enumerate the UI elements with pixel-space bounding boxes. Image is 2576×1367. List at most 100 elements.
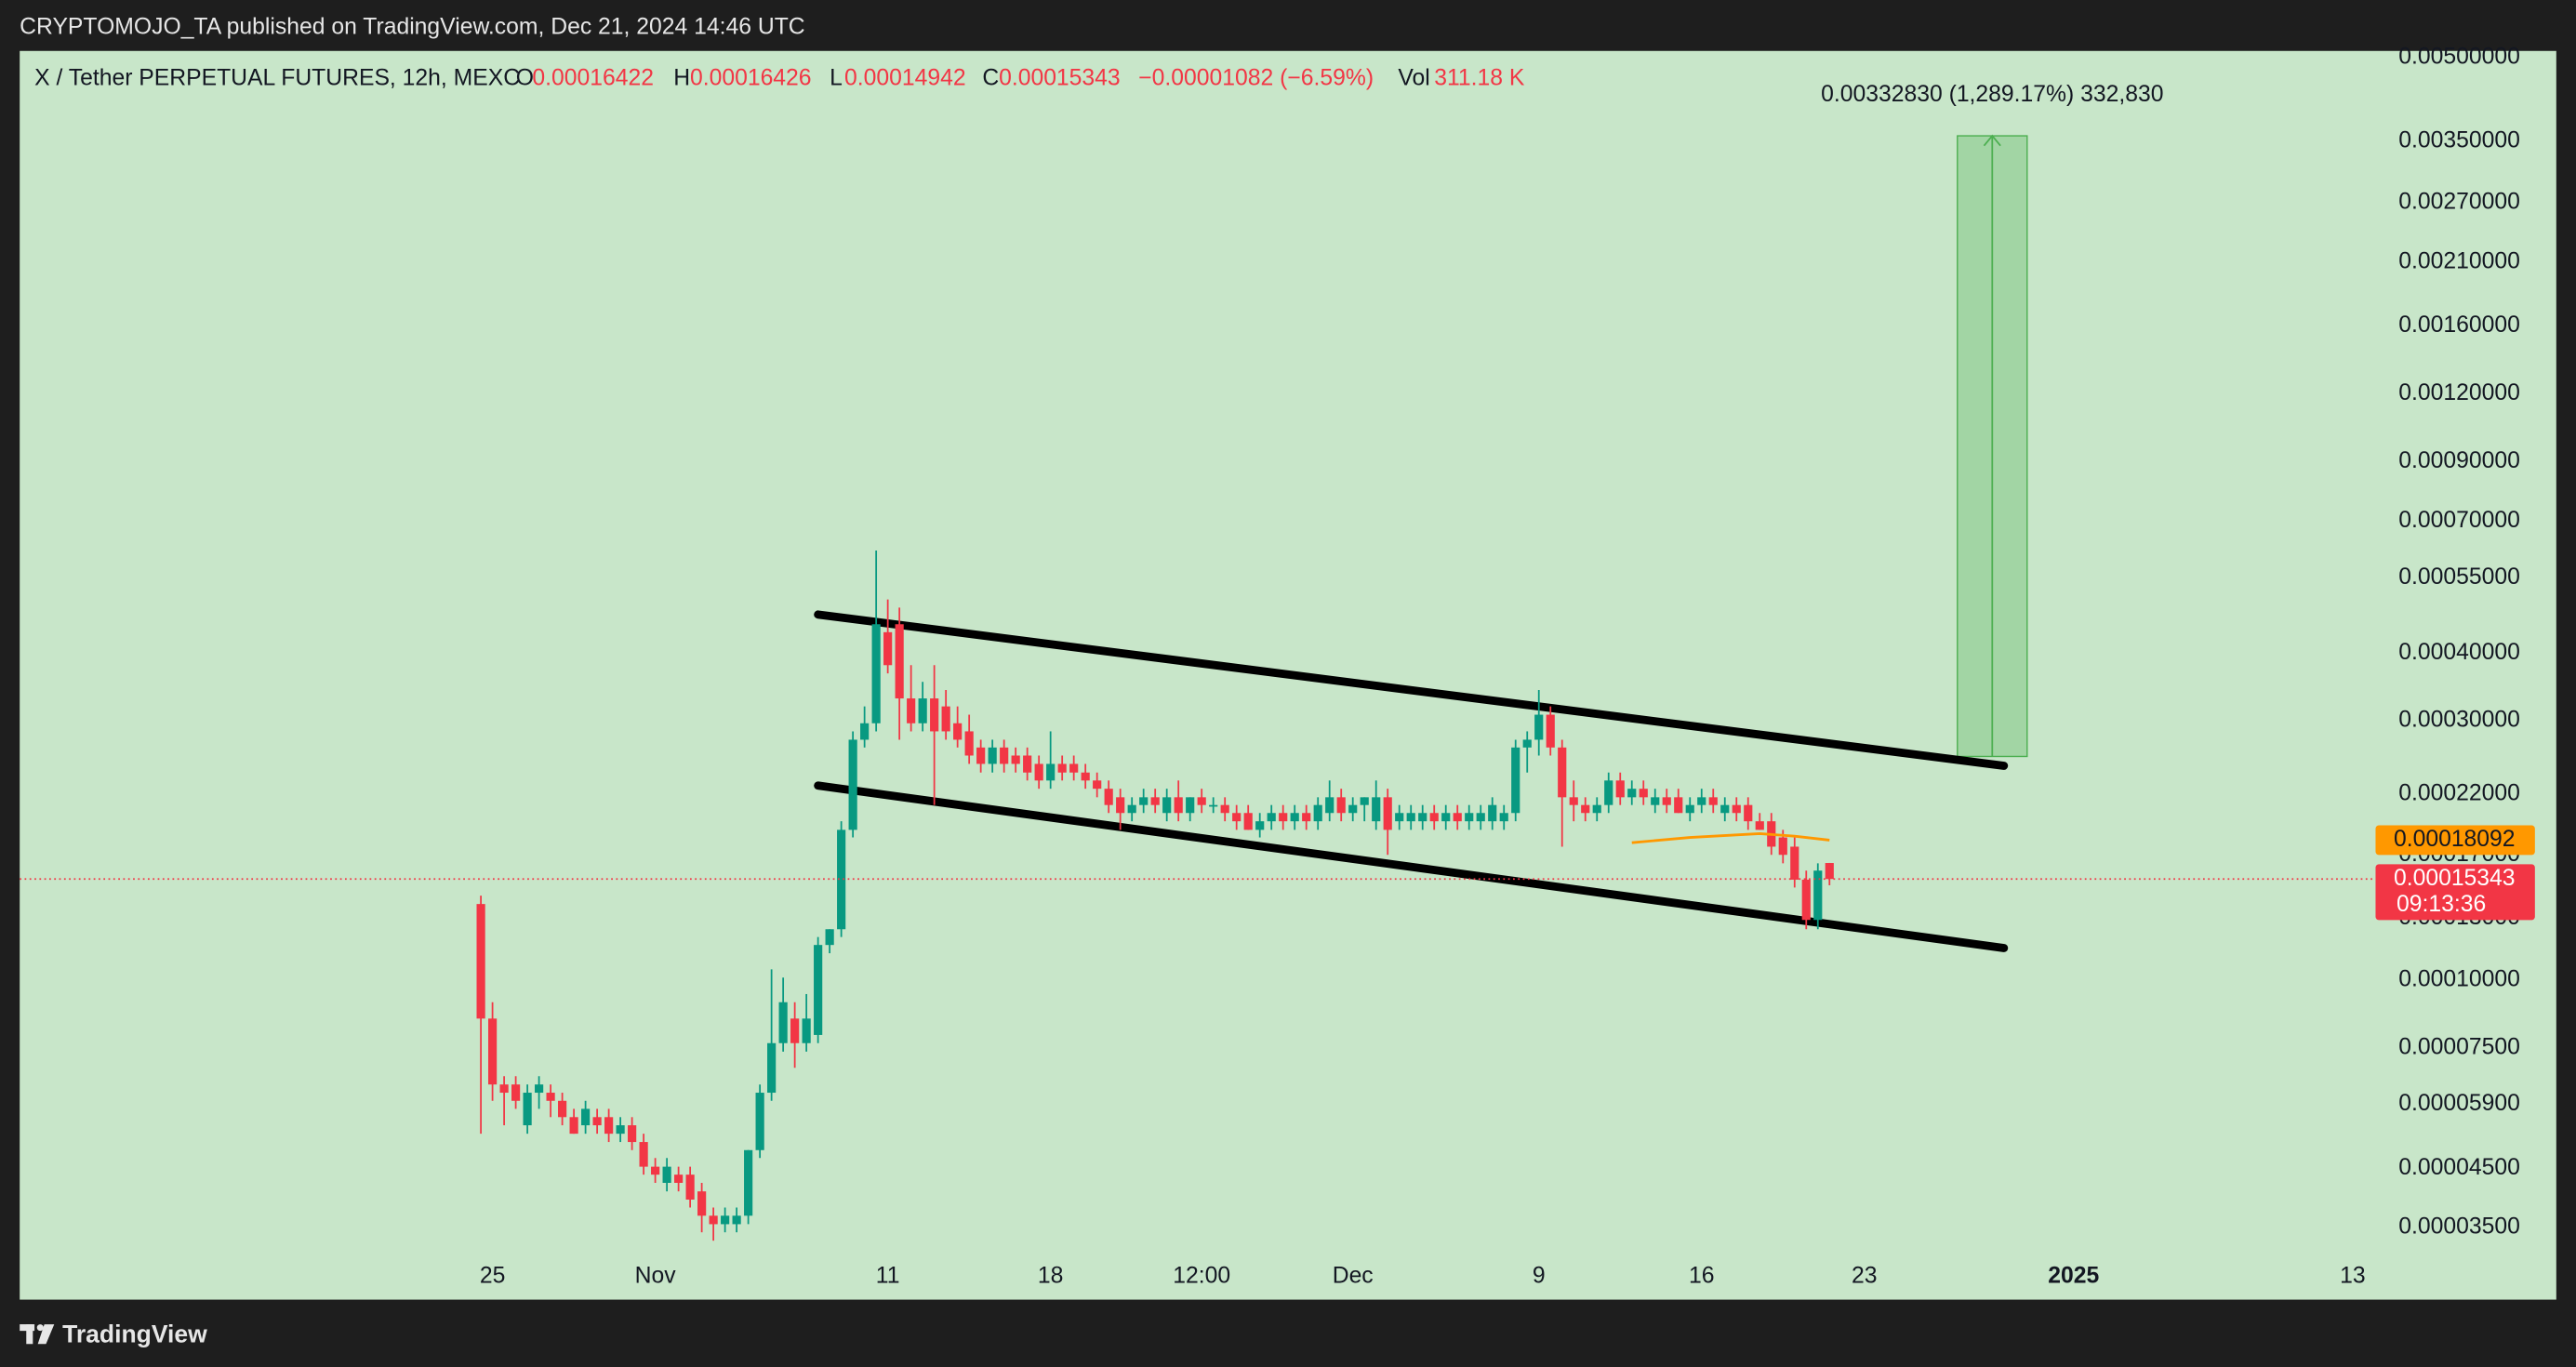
volume-label: Vol — [1398, 65, 1429, 90]
candle-body — [488, 1018, 498, 1085]
candle-body — [953, 723, 963, 740]
candle-body — [755, 1093, 764, 1150]
y-tick-label: 0.00030000 — [2398, 708, 2520, 733]
candle-body — [941, 706, 950, 732]
y-tick-label: 0.00040000 — [2398, 640, 2520, 665]
y-tick-label: 0.00500000 — [2398, 44, 2520, 69]
candle-body — [1755, 821, 1764, 830]
ma-price-bg — [2375, 825, 2535, 856]
x-tick-label: 25 — [480, 1263, 505, 1288]
candle-body — [1499, 813, 1508, 822]
candle-body — [907, 698, 916, 723]
candle-body — [511, 1084, 521, 1101]
candle-body — [1453, 813, 1462, 822]
candle-body — [790, 1018, 800, 1043]
candle-body — [1441, 813, 1451, 822]
candle-body — [546, 1093, 555, 1101]
candle-body — [499, 1084, 509, 1094]
candle-body — [1546, 714, 1555, 748]
close-value: 0.00015343 — [999, 65, 1121, 90]
candle-body — [1790, 846, 1799, 880]
candle-body — [1488, 804, 1497, 822]
candle-body — [1615, 780, 1625, 798]
candle-body — [523, 1093, 532, 1126]
x-tick-label: 18 — [1038, 1263, 1063, 1288]
candle-body — [1081, 772, 1090, 781]
brand: TradingView — [62, 1320, 207, 1347]
symbol: X / Tether PERPETUAL FUTURES, 12h, MEXC — [34, 65, 520, 90]
candle-body — [1069, 763, 1079, 773]
publisher: CRYPTOMOJO_TA published on TradingView.c… — [20, 15, 804, 40]
measure-arrowhead — [1983, 134, 2001, 147]
plot: 0.00332830 (1,289.17%) 332,830 0.00500000… — [20, 44, 2535, 1288]
candle-body — [592, 1117, 602, 1126]
candle-body — [662, 1166, 671, 1183]
logo-dot — [36, 1324, 44, 1332]
candle-body — [697, 1191, 707, 1216]
candle-body — [616, 1125, 625, 1135]
candle-body — [1150, 797, 1160, 805]
candle-body — [1279, 813, 1288, 822]
y-tick-label: 0.00120000 — [2398, 380, 2520, 405]
y-tick-label: 0.00022000 — [2398, 780, 2520, 805]
candle-body — [732, 1215, 741, 1225]
candle-body — [1534, 714, 1544, 740]
candle-body — [1697, 797, 1706, 805]
y-tick-label: 0.00160000 — [2398, 312, 2520, 338]
candle-body — [883, 631, 893, 666]
candle-body — [1127, 804, 1136, 814]
candle-body — [860, 723, 870, 740]
candle-body — [1801, 879, 1811, 921]
candle-body — [1662, 797, 1671, 805]
candle-body — [476, 904, 485, 1019]
low-value: 0.00014942 — [844, 65, 966, 90]
close-label: C — [982, 65, 999, 90]
candle-body — [825, 929, 834, 946]
candle-body — [1406, 813, 1415, 822]
change: −0.00001082 (−6.59%) — [1138, 65, 1374, 90]
candle-body — [1569, 797, 1578, 805]
candle-body — [1465, 813, 1474, 822]
candle-body — [685, 1175, 695, 1200]
y-tick-label: 0.00090000 — [2398, 448, 2520, 473]
x-tick-label: 23 — [1852, 1263, 1877, 1288]
candle-body — [871, 624, 881, 723]
candle-body — [1162, 797, 1172, 814]
candle-body — [1186, 797, 1195, 814]
candle-body — [848, 739, 857, 830]
x-tick-label: 2025 — [2048, 1263, 2099, 1288]
legend: X / Tether PERPETUAL FUTURES, 12h, MEXC … — [34, 65, 1525, 90]
candle-body — [918, 698, 927, 723]
candle-body — [837, 829, 846, 930]
candle-body — [930, 698, 939, 732]
candle-body — [814, 945, 823, 1035]
candle-body — [1522, 739, 1532, 748]
candle-body — [778, 1002, 788, 1043]
candle-body — [1232, 813, 1242, 822]
candle-body — [721, 1215, 730, 1225]
candle-body — [1720, 804, 1730, 814]
y-tick-label: 0.00004500 — [2398, 1155, 2520, 1180]
ma-price: 0.00018092 — [2394, 827, 2516, 852]
candle-body — [1360, 797, 1369, 805]
y-tick-label: 0.00350000 — [2398, 128, 2520, 153]
candle-body — [1348, 804, 1358, 814]
candle-body — [1639, 789, 1648, 798]
candle-body — [964, 731, 974, 756]
candle-body — [1627, 789, 1637, 798]
candle-body — [1708, 797, 1718, 805]
candle-body — [1813, 870, 1823, 921]
candle-body — [1093, 780, 1102, 790]
candle-body — [1604, 780, 1613, 805]
candle-body — [895, 624, 904, 699]
candle-body — [558, 1100, 567, 1118]
candle-body — [1023, 755, 1032, 773]
y-tick-label: 0.00055000 — [2398, 564, 2520, 590]
candle-body — [1046, 763, 1056, 781]
candle-body — [767, 1042, 777, 1094]
candle-body — [1104, 789, 1113, 805]
candle-body — [1685, 804, 1694, 814]
y-tick-label: 0.00007500 — [2398, 1034, 2520, 1059]
y-tick-label: 0.00210000 — [2398, 248, 2520, 273]
